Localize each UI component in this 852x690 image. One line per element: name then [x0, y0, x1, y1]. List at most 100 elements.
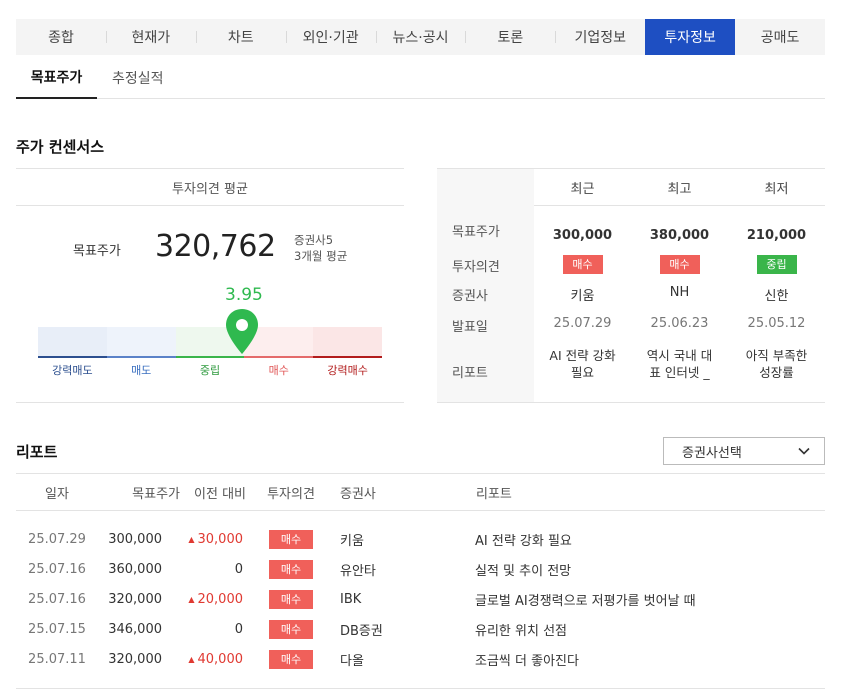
- compare-col-header: 최저: [764, 182, 789, 197]
- report-title-link[interactable]: 글로벌 AI경쟁력으로 저평가를 벗어날 때: [475, 593, 696, 609]
- compare-date: 25.05.12: [747, 316, 806, 331]
- consensus-title: 주가 컨센서스: [16, 138, 105, 156]
- tab-3[interactable]: 외인·기관: [285, 19, 376, 55]
- report-broker: IBK: [340, 591, 362, 607]
- consensus-compare-panel: 최근 최고 최저 목표주가 투자의견 증권사 발표일 리포트 300,000 매수 키움 25.07.…: [437, 168, 825, 403]
- compare-row-labels: [437, 169, 534, 402]
- report-broker: 유안타: [340, 563, 376, 579]
- report-broker: 키움: [340, 533, 364, 549]
- report-title-link[interactable]: 유리한 위치 선점: [475, 623, 567, 639]
- report-price: 346,000: [108, 621, 162, 637]
- compare-report-link[interactable]: 역시 국내 대표 인터넷 _: [646, 348, 713, 380]
- main-tabs: 종합 현재가 차트 외인·기관 뉴스·공시 토론 기업정보 투자정보 공매도: [16, 19, 825, 55]
- report-price: 360,000: [108, 561, 162, 577]
- report-title-link[interactable]: AI 전략 강화 필요: [475, 533, 572, 549]
- tab-5[interactable]: 토론: [465, 19, 555, 55]
- gauge-segment: [38, 327, 107, 358]
- tab-4[interactable]: 뉴스·공시: [375, 19, 466, 55]
- report-opinion: 매수: [269, 614, 313, 644]
- opinion-badge: 매수: [269, 589, 313, 609]
- compare-opinion: 중립: [728, 255, 825, 274]
- report-date: 25.07.16: [28, 591, 86, 607]
- gauge-label: 중립: [199, 364, 221, 377]
- report-change-value: 20,000: [197, 591, 244, 607]
- subtab-1[interactable]: 추정실적: [112, 70, 164, 87]
- report-title-link[interactable]: 조금씩 더 좋아진다: [475, 653, 579, 669]
- up-arrow-icon: ▲: [188, 654, 195, 664]
- report-col-header: 투자의견: [267, 487, 315, 502]
- report-broker: 다올: [340, 653, 364, 669]
- consensus-average-panel: 투자의견 평균 목표주가 320,762 증권사5 3개월 평균 3.95 강력…: [16, 168, 404, 403]
- report-date: 25.07.15: [28, 621, 86, 637]
- table-row: 25.07.16 320,000 ▲ 20,000 매수 IBK 글로벌 AI경쟁력으로 저…: [16, 584, 825, 614]
- compare-report-link[interactable]: 아직 부족한 성장률: [745, 348, 808, 380]
- gauge-labels: 강력매도 매도 중립 매수 강력매수: [38, 362, 382, 378]
- target-price-value: 320,762: [155, 229, 276, 264]
- gauge-label: 강력매도: [52, 364, 93, 377]
- compare-row-label: 목표주가: [452, 225, 500, 240]
- compare-opinion: 매수: [534, 255, 631, 274]
- report-col-header: 증권사: [340, 487, 376, 502]
- report-date: 25.07.16: [28, 561, 86, 577]
- subtab-0[interactable]: 목표주가: [16, 57, 97, 99]
- brokers-count: 증권사5: [294, 233, 334, 247]
- report-opinion: 매수: [269, 554, 313, 584]
- compare-broker: 신한: [764, 289, 789, 304]
- compare-price: 380,000: [649, 228, 710, 243]
- broker-select-dropdown[interactable]: 증권사선택: [663, 437, 825, 465]
- gauge-label: 강력매수: [327, 364, 368, 377]
- report-col-header: 일자: [45, 487, 69, 502]
- report-title-link[interactable]: 실적 및 추이 전망: [475, 563, 572, 579]
- compare-opinion: 매수: [631, 255, 728, 274]
- tab-8[interactable]: 공매도: [760, 30, 800, 46]
- compare-row-label: 증권사: [452, 289, 488, 304]
- report-change: ▲ 30,000: [176, 524, 243, 554]
- report-change-value: 40,000: [197, 651, 244, 667]
- report-change: ▲ 40,000: [176, 644, 243, 674]
- report-change-value: 0: [234, 621, 243, 637]
- report-price: 320,000: [108, 651, 162, 667]
- gauge-segment: [313, 327, 382, 358]
- table-row: 25.07.16 360,000 0 매수 유안타 실적 및 추이 전망: [16, 554, 825, 584]
- report-change-value: 30,000: [197, 531, 244, 547]
- compare-row-label: 투자의견: [452, 260, 500, 275]
- tab-1[interactable]: 현재가: [105, 19, 196, 55]
- compare-col-header: 최근: [570, 182, 595, 197]
- gauge-segment: [106, 327, 176, 358]
- table-row: 25.07.15 346,000 0 매수 DB증권 유리한 위치 선점: [16, 614, 825, 644]
- table-row: 25.07.11 320,000 ▲ 40,000 매수 다올 조금씩 더 좋아진다: [16, 644, 825, 674]
- tab-0[interactable]: 종합: [48, 30, 74, 46]
- tab-7[interactable]: 투자정보: [645, 19, 736, 55]
- opinion-badge: 매수: [659, 255, 700, 274]
- broker-select-label: 증권사선택: [682, 445, 742, 461]
- opinion-badge: 매수: [562, 255, 603, 274]
- compare-broker: NH: [669, 285, 690, 300]
- tab-6[interactable]: 기업정보: [555, 19, 645, 55]
- up-arrow-icon: ▲: [188, 534, 195, 544]
- avg-header: 투자의견 평균: [16, 169, 404, 206]
- compare-header: [534, 169, 825, 206]
- opinion-badge: 중립: [756, 255, 797, 274]
- compare-date: 25.06.23: [650, 316, 709, 331]
- compare-price: 210,000: [746, 228, 807, 243]
- opinion-score: 3.95: [225, 285, 263, 305]
- report-change: 0: [176, 614, 243, 644]
- opinion-gauge: [38, 327, 382, 358]
- report-price: 300,000: [108, 531, 162, 547]
- report-title: 리포트: [16, 443, 58, 461]
- report-date: 25.07.29: [28, 531, 86, 547]
- target-price-meta: 증권사5 3개월 평균: [294, 232, 347, 264]
- report-opinion: 매수: [269, 644, 313, 674]
- report-table-divider: [16, 688, 825, 689]
- tab-2[interactable]: 차트: [195, 19, 286, 55]
- compare-row-label: 리포트: [452, 366, 488, 381]
- compare-broker: 키움: [570, 289, 595, 304]
- opinion-badge: 매수: [269, 559, 313, 579]
- compare-date: 25.07.29: [553, 316, 612, 331]
- report-change: 0: [176, 554, 243, 584]
- compare-row-label: 발표일: [452, 320, 488, 335]
- opinion-badge: 매수: [269, 649, 313, 669]
- report-table-header: 일자 목표주가 이전 대비 투자의견 증권사 리포트: [16, 473, 825, 511]
- compare-report-link[interactable]: AI 전략 강화 필요: [549, 348, 616, 380]
- chevron-down-icon: [798, 447, 810, 455]
